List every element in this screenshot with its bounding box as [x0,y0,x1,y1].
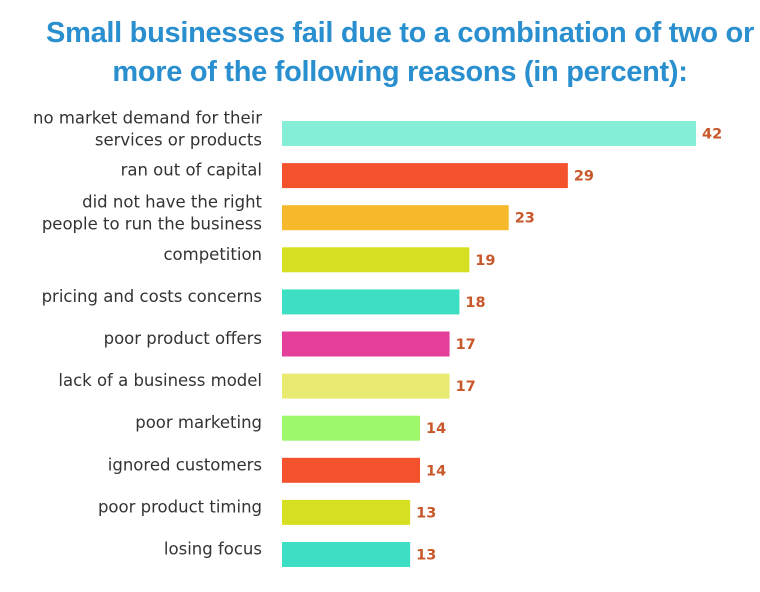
value-label-8: 14 [426,463,446,479]
value-label-9: 13 [416,505,436,521]
category-label-9: poor product timing [98,497,262,516]
category-label-8: ignored customers [108,455,262,474]
bar-3 [282,247,470,273]
category-label-0-line-2: services or products [95,131,262,150]
category-label-6: lack of a business model [58,371,262,390]
value-label-0: 42 [702,127,722,143]
chart-title-line-1: Small businesses fail due to a combinati… [46,17,754,49]
category-label-2-line-1: did not have the right [82,193,262,212]
value-label-4: 18 [465,295,485,311]
value-label-2: 23 [515,211,535,227]
bar-1 [282,163,568,189]
category-label-1: ran out of capital [121,161,262,180]
bar-6 [282,373,450,399]
bar-8 [282,457,420,483]
bar-10 [282,542,411,567]
value-label-1: 29 [574,169,594,185]
bar-0 [282,121,696,146]
category-label-3: competition [163,245,262,264]
bar-2 [282,205,509,231]
value-label-10: 13 [416,548,436,564]
bar-7 [282,415,420,441]
bar-9 [282,499,411,525]
category-label-2-line-2: people to run the business [42,215,262,234]
category-label-5: poor product offers [104,329,262,348]
bar-5 [282,331,450,357]
category-label-0-line-1: no market demand for their [33,109,262,128]
value-label-6: 17 [456,379,476,395]
category-label-7: poor marketing [135,413,262,432]
chart-title: Small businesses fail due to a combinati… [0,14,760,92]
value-label-7: 14 [426,421,446,437]
value-label-5: 17 [456,337,476,353]
bar-4 [282,289,460,315]
chart-title-line-2: more of the following reasons (in percen… [112,56,688,88]
category-label-10: losing focus [164,540,262,559]
value-label-3: 19 [475,253,495,269]
category-label-4: pricing and costs concerns [42,287,262,306]
